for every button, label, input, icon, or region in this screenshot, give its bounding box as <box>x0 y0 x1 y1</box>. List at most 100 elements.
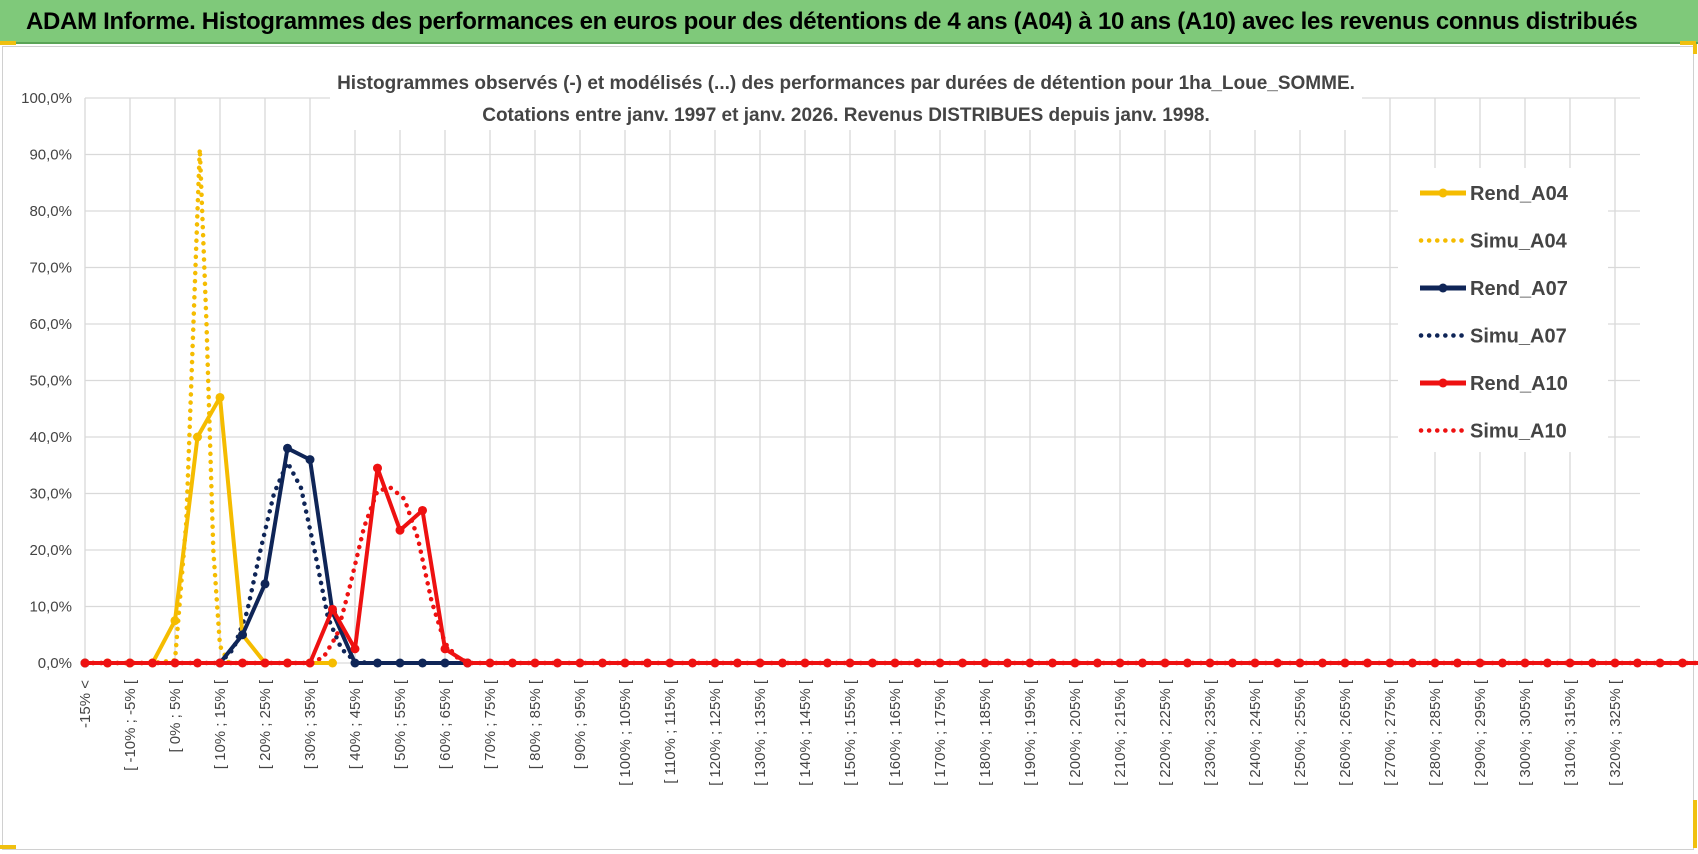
data-point <box>553 658 562 668</box>
data-point <box>1093 658 1102 668</box>
data-point <box>800 658 810 668</box>
data-point <box>283 443 292 453</box>
data-point <box>215 392 225 402</box>
x-tick-label: [ 250% ; 255% [ <box>1292 679 1309 786</box>
y-tick-label: 0,0% <box>38 655 72 672</box>
x-tick-label: [ 230% ; 235% [ <box>1202 679 1219 786</box>
chart-frame <box>2 46 1694 850</box>
data-point <box>395 525 405 535</box>
x-tick-label: [ -10% ; -5% [ <box>122 679 139 771</box>
data-point <box>980 658 990 668</box>
data-point <box>1295 658 1305 668</box>
data-point <box>1385 658 1395 668</box>
data-point <box>1160 658 1170 668</box>
x-tick-label: [ 280% ; 285% [ <box>1427 679 1444 786</box>
corner-mark-right-bottom <box>1693 800 1697 848</box>
series-line-rend-a07 <box>83 446 470 665</box>
y-tick-label: 90,0% <box>29 147 72 164</box>
data-point <box>305 455 315 465</box>
data-point <box>823 658 832 668</box>
data-point <box>710 658 720 668</box>
x-tick-label: [ 260% ; 265% [ <box>1337 679 1354 786</box>
x-tick-label: [ 120% ; 125% [ <box>707 679 724 786</box>
data-point <box>418 505 427 515</box>
data-point <box>328 658 337 668</box>
data-point <box>688 658 697 668</box>
data-point <box>125 658 135 668</box>
data-point <box>1273 658 1282 668</box>
x-tick-label: [ 190% ; 195% [ <box>1022 679 1039 786</box>
x-tick-label: [ 300% ; 305% [ <box>1517 679 1534 786</box>
y-tick-label: 80,0% <box>29 203 72 220</box>
data-point <box>1138 658 1147 668</box>
data-point <box>373 463 382 473</box>
data-point <box>530 658 540 668</box>
data-point <box>913 658 922 668</box>
corner-mark-right-side <box>1693 44 1697 54</box>
data-point <box>328 604 337 614</box>
x-tick-label: [ 240% ; 245% [ <box>1247 679 1264 786</box>
legend-label: Rend_A04 <box>1470 183 1569 205</box>
x-tick-label: [ 10% ; 15% [ <box>212 679 229 769</box>
data-point <box>238 658 247 668</box>
data-point <box>665 658 675 668</box>
data-point <box>260 658 270 668</box>
data-point <box>755 658 765 668</box>
y-tick-label: 40,0% <box>29 429 72 446</box>
data-point <box>1408 658 1417 668</box>
data-point <box>1115 658 1125 668</box>
x-tick-label: [ 40% ; 45% [ <box>347 679 364 769</box>
x-tick-label: [ 50% ; 55% [ <box>392 679 409 769</box>
corner-mark-left-top <box>0 41 16 45</box>
x-tick-label: [ 70% ; 75% [ <box>482 679 499 769</box>
report-title: ADAM Informe. Histogrammes des performan… <box>26 8 1638 35</box>
chart-title-line1: Histogrammes observés (-) et modélisés (… <box>337 73 1355 94</box>
data-point <box>1453 658 1462 668</box>
data-point <box>1610 658 1620 668</box>
legend-label: Rend_A07 <box>1470 278 1568 300</box>
x-tick-label: [ 200% ; 205% [ <box>1067 679 1084 786</box>
data-point <box>1318 658 1327 668</box>
x-tick-label: -15% < <box>77 680 94 728</box>
x-tick-label: [ 170% ; 175% [ <box>932 679 949 786</box>
data-point <box>418 658 427 668</box>
series-line-simu-a10 <box>82 485 1698 666</box>
y-tick-label: 70,0% <box>29 260 72 277</box>
x-tick-label: [ 160% ; 165% [ <box>887 679 904 786</box>
legend: Rend_A04 Simu_A04 Rend_A07 Simu_A07 Rend_A10… <box>1418 183 1569 443</box>
series-layer <box>80 146 1698 668</box>
data-point <box>935 658 945 668</box>
legend-marker <box>1438 378 1448 388</box>
data-point <box>440 658 450 668</box>
data-point <box>80 658 90 668</box>
x-tick-label: [ 140% ; 145% [ <box>797 679 814 786</box>
legend-label: Simu_A04 <box>1470 231 1568 253</box>
x-tick-label: [ 210% ; 215% [ <box>1112 679 1129 786</box>
title-background <box>330 62 1362 130</box>
x-axis-ticks: -15% < [ -10% ; -5% [ [ 0% ; 5% [ [ 10% ; 1… <box>77 679 1624 786</box>
data-point <box>575 658 585 668</box>
data-point <box>238 630 247 640</box>
data-point <box>1048 658 1057 668</box>
x-tick-label: [ 220% ; 225% [ <box>1157 679 1174 786</box>
data-point <box>463 658 472 668</box>
x-tick-label: [ 30% ; 35% [ <box>302 679 319 769</box>
data-point <box>778 658 787 668</box>
corner-mark-right-top <box>1680 41 1696 45</box>
data-point <box>1475 658 1485 668</box>
data-point <box>193 432 202 442</box>
data-point <box>1070 658 1080 668</box>
x-tick-label: [ 180% ; 185% [ <box>977 679 994 786</box>
data-point <box>1543 658 1552 668</box>
y-tick-label: 20,0% <box>29 542 72 559</box>
y-tick-label: 50,0% <box>29 373 72 390</box>
y-tick-label: 30,0% <box>29 486 72 503</box>
data-point <box>103 658 112 668</box>
x-tick-label: [ 0% ; 5% [ <box>167 679 184 752</box>
legend-label: Simu_A07 <box>1470 326 1567 348</box>
x-tick-label: [ 110% ; 115% [ <box>662 679 679 784</box>
data-point <box>1520 658 1530 668</box>
y-tick-label: 100,0% <box>21 90 72 107</box>
data-point <box>485 658 495 668</box>
